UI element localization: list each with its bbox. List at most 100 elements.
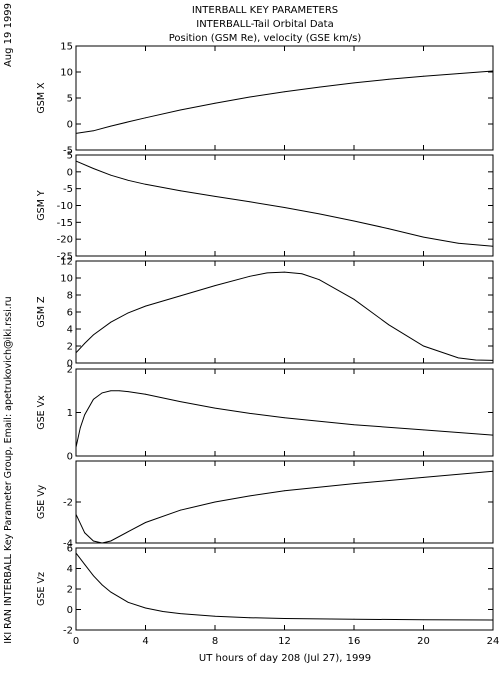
gsm-x-y-label: GSM X xyxy=(36,82,47,114)
gse-vz-y-tick-label: -2 xyxy=(63,626,73,637)
gsm-z-data-point xyxy=(214,285,216,286)
x-tick-label: 4 xyxy=(142,636,148,647)
gsm-z-data-point xyxy=(75,352,77,354)
gse-vz-series-line xyxy=(75,552,494,621)
gse-vz-frame xyxy=(75,547,494,631)
gse-vz-data-point xyxy=(249,617,251,619)
gse-vy-panel: -4 -2 GSE Vy xyxy=(36,460,494,550)
gse-vx-data-point xyxy=(101,392,103,394)
gse-vx-data-point xyxy=(79,427,81,429)
figure-title: INTERBALL KEY PARAMETERS xyxy=(192,5,338,16)
gsm-x-data-point xyxy=(127,121,129,123)
x-tick-label: 8 xyxy=(212,636,218,647)
gse-vz-data-point xyxy=(162,611,164,612)
gsm-y-y-tick-label: -15 xyxy=(57,218,73,229)
gsm-x-data-point xyxy=(75,133,77,134)
gsm-x-data-point xyxy=(249,96,251,98)
gsm-z-y-tick-label: 10 xyxy=(60,274,73,285)
gsm-x-data-point xyxy=(492,70,494,72)
x-tick-label: 12 xyxy=(278,636,291,647)
gse-vy-data-point xyxy=(423,477,424,478)
gsm-x-panel: -5 0 5 10 15 GSM X xyxy=(36,42,494,157)
gsm-x-y-tick-label: 0 xyxy=(67,120,73,131)
gsm-y-data-point xyxy=(249,201,251,203)
gsm-y-data-point xyxy=(93,168,94,169)
gsm-x-data-point xyxy=(423,75,424,77)
gse-vz-y-label: GSE Vz xyxy=(36,572,47,606)
x-tick-label: 0 xyxy=(73,636,79,647)
gse-vy-data-point xyxy=(145,522,146,523)
gsm-y-data-point xyxy=(284,207,285,208)
gse-vy-y-tick-label: -2 xyxy=(63,498,73,509)
gsm-z-data-point xyxy=(249,275,251,277)
x-tick-label: 24 xyxy=(487,636,500,647)
figure-subtitle: INTERBALL-Tail Orbital Data xyxy=(196,19,333,30)
gsm-x-y-tick-label: 15 xyxy=(60,42,73,53)
gsm-z-data-point xyxy=(388,324,390,326)
gse-vz-data-point xyxy=(93,575,94,577)
gse-vy-data-point xyxy=(93,540,94,542)
gsm-y-data-point xyxy=(127,179,129,181)
gse-vx-data-point xyxy=(93,399,94,400)
gse-vz-data-point xyxy=(492,619,494,621)
gsm-z-data-point xyxy=(84,343,86,344)
gsm-z-y-tick-label: 2 xyxy=(67,342,73,353)
gsm-x-data-point xyxy=(179,109,181,111)
gse-vz-y-tick-label: 4 xyxy=(67,564,73,575)
gse-vz-data-point xyxy=(84,564,86,565)
gsm-x-data-point xyxy=(318,86,320,88)
gsm-z-y-label: GSM Z xyxy=(36,296,47,328)
gsm-y-data-point xyxy=(75,160,77,162)
gse-vx-data-point xyxy=(284,417,285,419)
gsm-y-panel: -25 -20 -15 -10 -5 0 5 GSM Y xyxy=(36,151,494,263)
gsm-z-y-tick-label: 0 xyxy=(67,359,73,370)
gsm-z-data-point xyxy=(301,273,303,275)
gsm-z-data-point xyxy=(457,357,459,359)
gse-vx-data-point xyxy=(127,391,129,392)
gsm-y-y-tick-label: -10 xyxy=(57,201,73,212)
gse-vy-data-point xyxy=(179,509,181,511)
gsm-y-data-point xyxy=(110,174,112,176)
gse-vx-data-point xyxy=(249,413,251,414)
gse-vy-data-point xyxy=(84,532,86,534)
gsm-y-series-line xyxy=(75,160,494,247)
gse-vy-data-point xyxy=(214,501,216,503)
gse-vy-data-point xyxy=(284,490,285,492)
gsm-x-series-line xyxy=(75,70,494,134)
gse-vx-panel: 0 1 2 GSE Vx xyxy=(36,365,494,463)
gse-vz-data-point xyxy=(101,584,103,586)
gse-vy-series-line xyxy=(75,470,494,544)
gsm-y-y-tick-label: -25 xyxy=(57,252,73,263)
gse-vx-y-label: GSE Vx xyxy=(36,395,47,430)
gsm-z-data-point xyxy=(353,298,355,300)
gsm-x-data-point xyxy=(214,102,216,104)
gsm-y-data-point xyxy=(318,213,320,215)
gsm-y-frame xyxy=(75,154,494,257)
gsm-x-y-tick-label: 5 xyxy=(67,94,73,105)
gse-vz-data-point xyxy=(127,601,129,603)
gse-vy-data-point xyxy=(127,531,129,533)
gse-vz-data-point xyxy=(214,615,216,617)
gsm-x-data-point xyxy=(457,73,459,74)
gsm-y-y-label: GSM Y xyxy=(36,190,47,221)
gse-vx-data-point xyxy=(214,407,216,409)
gsm-z-frame xyxy=(75,260,494,364)
gse-vz-data-point xyxy=(179,613,181,614)
gsm-x-y-tick-label: -5 xyxy=(63,146,73,157)
gse-vx-data-point xyxy=(145,393,146,395)
gse-vz-y-tick-label: 6 xyxy=(67,544,73,555)
gsm-z-data-point xyxy=(145,305,146,307)
gsm-x-data-point xyxy=(284,91,285,93)
gse-vx-data-point xyxy=(110,390,112,392)
gse-vz-data-point xyxy=(145,607,146,609)
gse-vx-data-point xyxy=(75,446,77,448)
gsm-z-series-line xyxy=(75,271,494,361)
gsm-x-data-point xyxy=(93,130,94,132)
gsm-y-data-point xyxy=(353,220,355,222)
gsm-y-y-tick-label: 0 xyxy=(67,167,73,178)
gsm-y-data-point xyxy=(388,228,390,230)
gsm-z-panel: 0 2 4 6 8 10 12 GSM Z xyxy=(36,257,494,370)
gse-vz-y-tick-label: 0 xyxy=(67,605,73,616)
x-tick-label: 16 xyxy=(348,636,361,647)
x-axis-label: UT hours of day 208 (Jul 27), 1999 xyxy=(199,653,371,664)
